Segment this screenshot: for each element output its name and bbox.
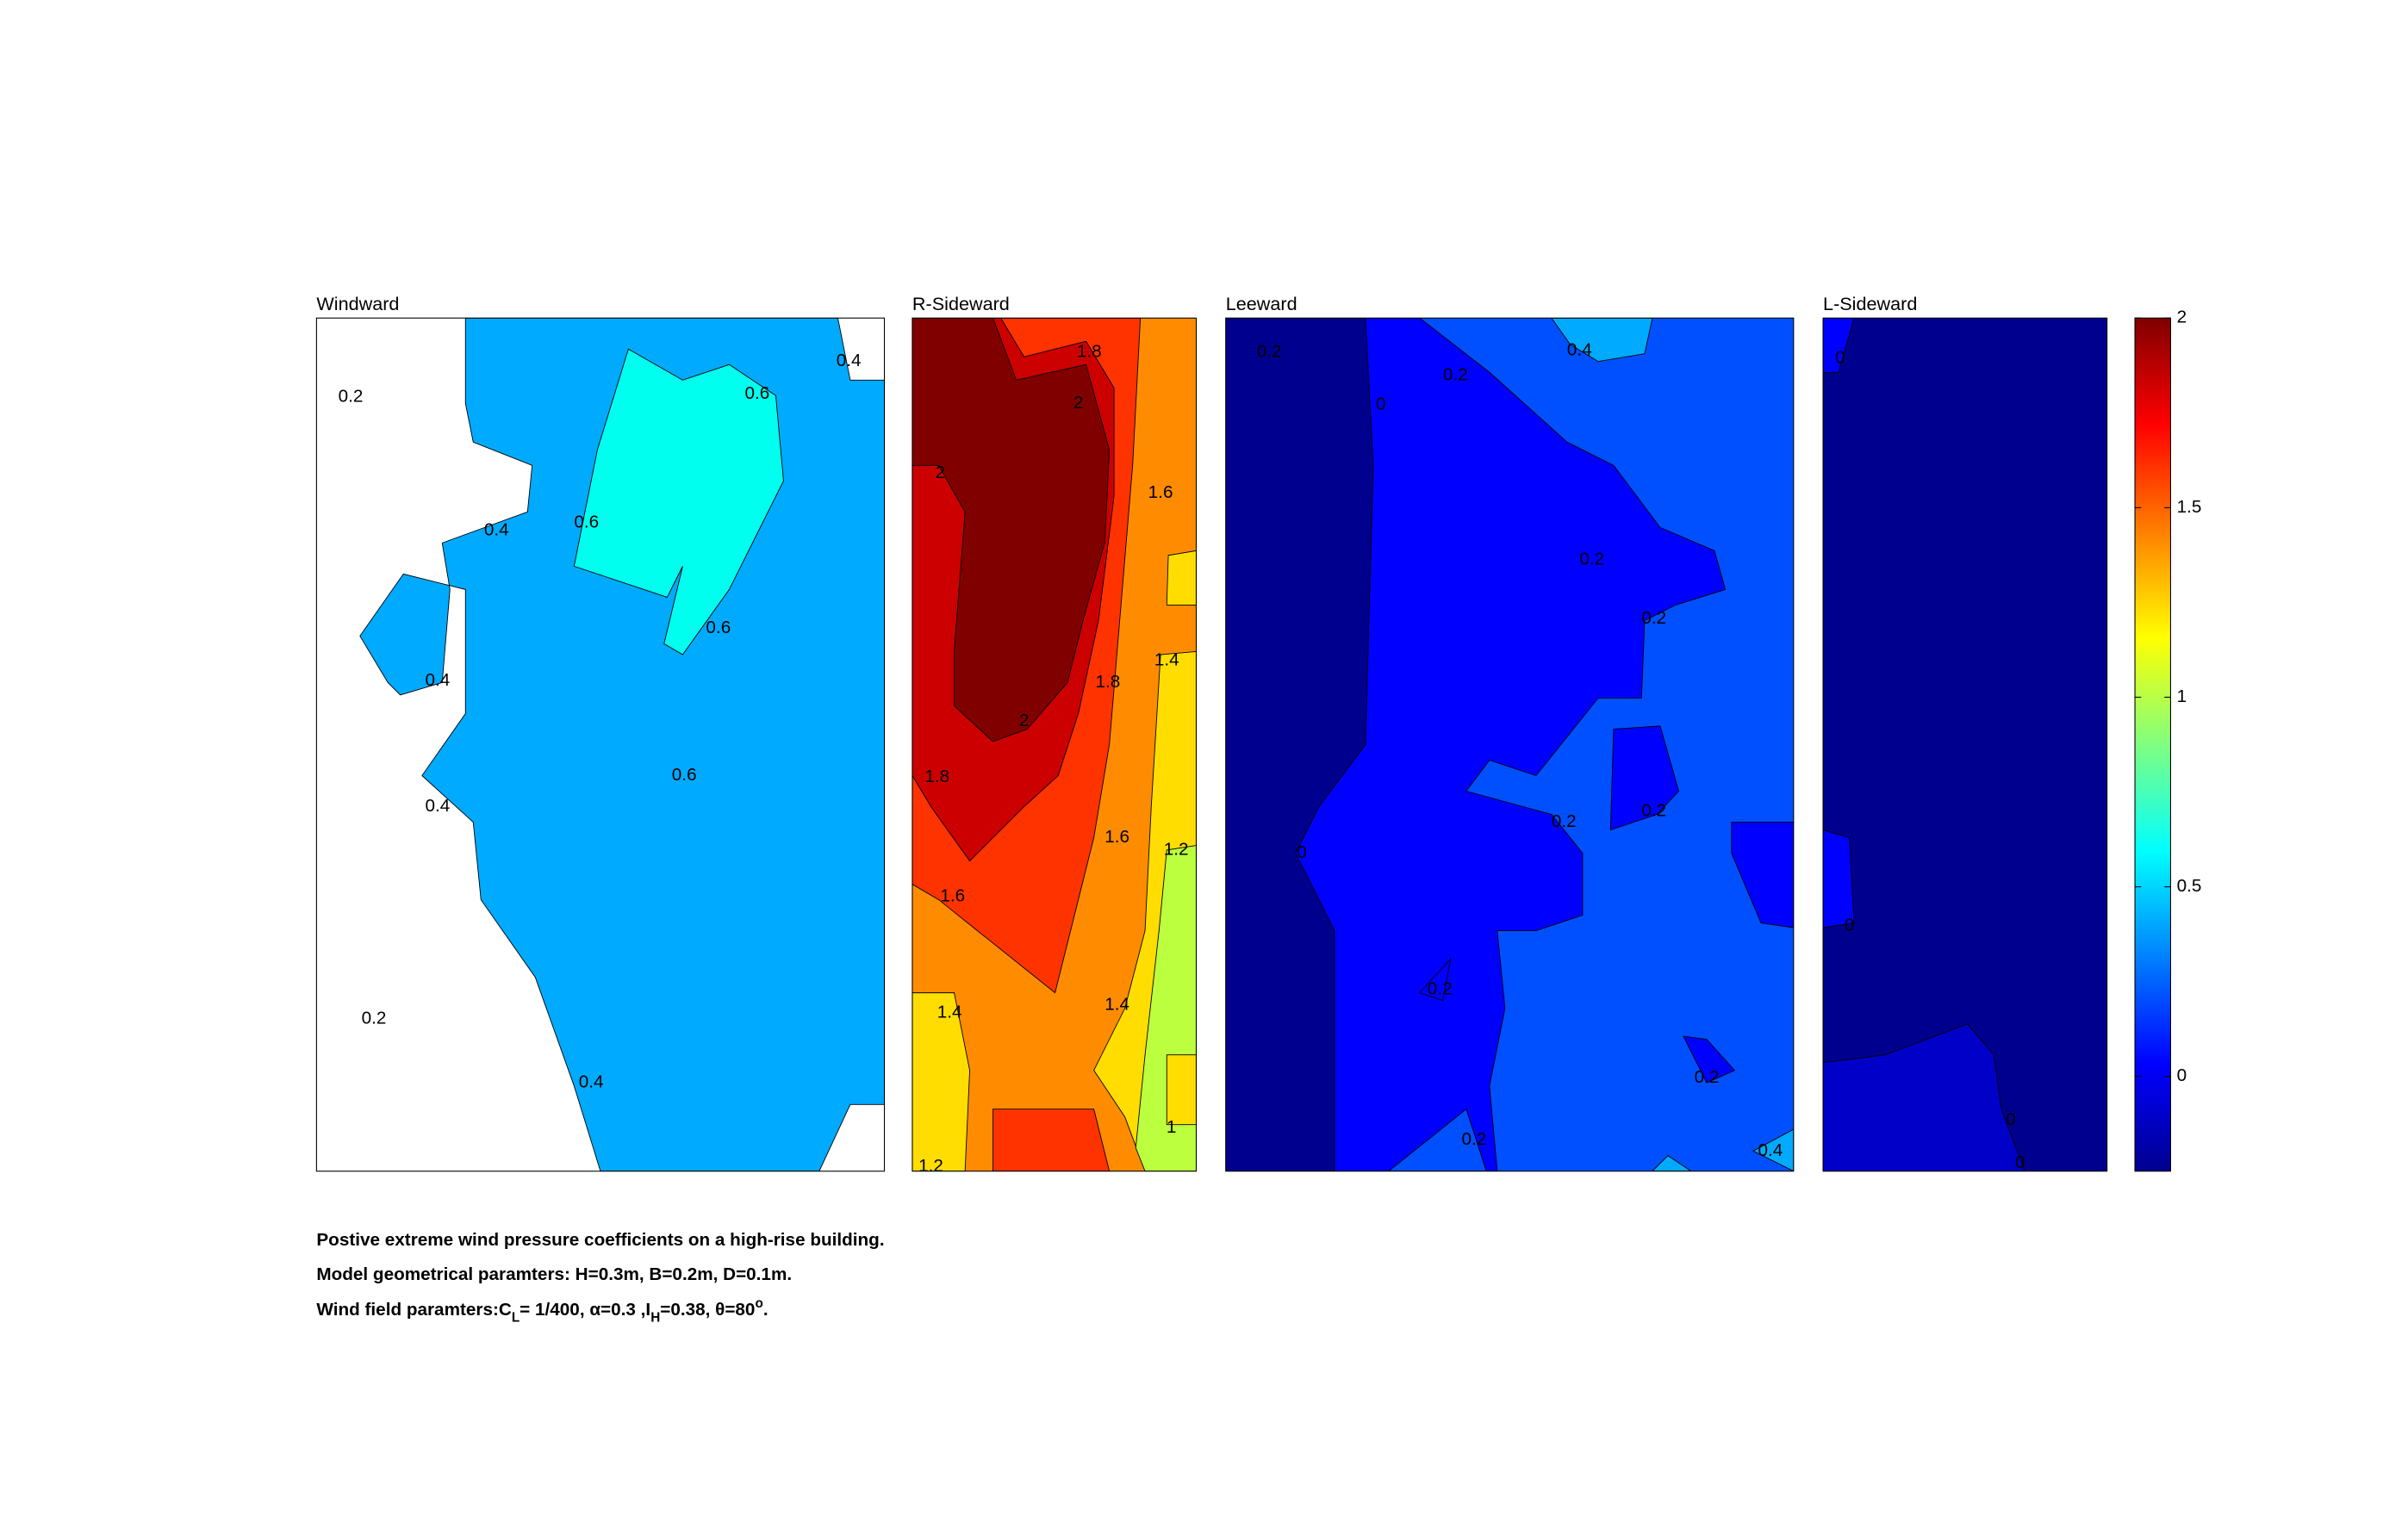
colorbar-tick-label: 1 [2177,686,2187,706]
contour-label: 0.2 [1443,364,1468,384]
contour-panel [912,318,1197,1171]
contour-region [1166,550,1197,606]
colorbar-tick-label: 0 [2177,1065,2187,1085]
contour-label: 0.4 [1567,340,1592,360]
caption-part: . [763,1300,768,1320]
panel-frame [1225,317,1795,1172]
contour-label: 0 [1835,348,1845,368]
contour-region [1683,1035,1736,1084]
contour-label: 0.4 [1758,1140,1783,1160]
contour-panel [1225,318,1794,1171]
contour-label: 0 [1376,394,1386,414]
contour-region [1225,318,1374,1171]
contour-region [1731,822,1794,929]
caption-part: =0.38, θ=80 [660,1300,755,1320]
contour-label: 1.2 [1164,839,1189,859]
contour-label: 0.4 [579,1072,604,1092]
caption-line: Postive extreme wind pressure coefficien… [316,1230,884,1250]
contour-label: 0.4 [484,519,509,539]
contour-label: 1.6 [1104,827,1129,847]
contour-label: 0.4 [425,796,450,816]
contour-label: 1.6 [1148,482,1173,502]
contour-label: 1.4 [1154,650,1179,670]
caption-line: Wind field paramters:CL= 1/400, α=0.3 ,I… [316,1296,768,1325]
contour-region [1166,1054,1197,1126]
contour-label: 1.8 [924,767,949,786]
contour-label: 1.4 [1104,995,1129,1015]
caption-part: Wind field paramters:C [316,1300,511,1320]
colorbar-tick-label: 2 [2177,307,2187,327]
colorbar-tick-label: 1.5 [2177,497,2202,517]
contour-region [1752,1128,1794,1171]
contour-label: 0 [2006,1109,2016,1129]
panel-title: Windward [316,293,399,314]
contour-label: 0.6 [574,512,599,531]
caption-subscript: H [650,1310,660,1325]
contour-label: 1.8 [1095,672,1120,692]
colorbar [2134,317,2172,1172]
contour-label: 2 [936,463,946,482]
contour-region [912,992,971,1171]
contour-region [1823,829,1855,929]
contour-label: 0.4 [425,670,450,690]
colorbar-tick-label: 0.5 [2177,876,2202,896]
contour-region [1652,1155,1692,1171]
contour-label: 0.6 [706,618,731,637]
contour-label: 0.2 [1579,550,1604,569]
contour-panel [359,318,885,1171]
panel-frame [315,317,886,1172]
contour-region [1419,957,1452,1002]
contour-region [1388,1108,1487,1171]
panel-title: L-Sideward [1823,293,1917,314]
panel-frame [1822,317,2108,1172]
contour-region [573,348,784,655]
contour-region [912,318,1111,742]
panel-frame [912,317,1198,1172]
contour-region [992,1109,1111,1171]
contour-label: 0.2 [339,387,364,407]
contour-label: 1 [1167,1117,1177,1137]
contour-label: 0 [1297,842,1307,862]
contour-label: 0 [1845,916,1855,935]
contour-label: 0.2 [1695,1067,1720,1087]
contour-region [1609,725,1680,831]
contour-label: 0.2 [1641,608,1666,628]
plots: Windward 0.2 0.4 0.6 0.4 0.6 0.6 0.4 0.6 0.4 0.2 0.… [315,293,2202,1176]
contour-label: 0.2 [1461,1129,1486,1149]
caption-subscript: L [512,1310,520,1325]
contour-region [1823,318,1855,373]
contour-label: 0.6 [672,765,697,785]
contour-label: 0.6 [744,383,769,403]
contour-label: 0.2 [362,1009,387,1028]
contour-label: 0.2 [1428,979,1453,999]
contour-label: 1.4 [937,1003,962,1022]
contour-label: 1.8 [1077,341,1102,361]
contour-region [1551,318,1653,363]
contour-label: 0.4 [837,351,862,370]
panel-title: Leeward [1226,293,1297,314]
contour-label: 1.2 [918,1156,943,1176]
contour-label: 0 [2015,1152,2025,1172]
contour-label: 0.2 [1257,341,1282,361]
caption-superscript: o [755,1296,762,1311]
contour-label: 0.2 [1552,811,1577,831]
contour-label: 2 [1073,393,1084,413]
contour-panel [1823,318,2107,1171]
caption-part: = 1/400, α=0.3 ,I [520,1300,650,1320]
contour-label: 1.6 [940,885,965,905]
contour-region [1823,1023,2025,1171]
panel-title: R-Sideward [912,293,1010,314]
contour-label: 0.2 [1641,800,1666,820]
caption-line: Model geometrical paramters: H=0.3m, B=0… [316,1264,792,1284]
contour-label: 2 [1019,711,1030,730]
